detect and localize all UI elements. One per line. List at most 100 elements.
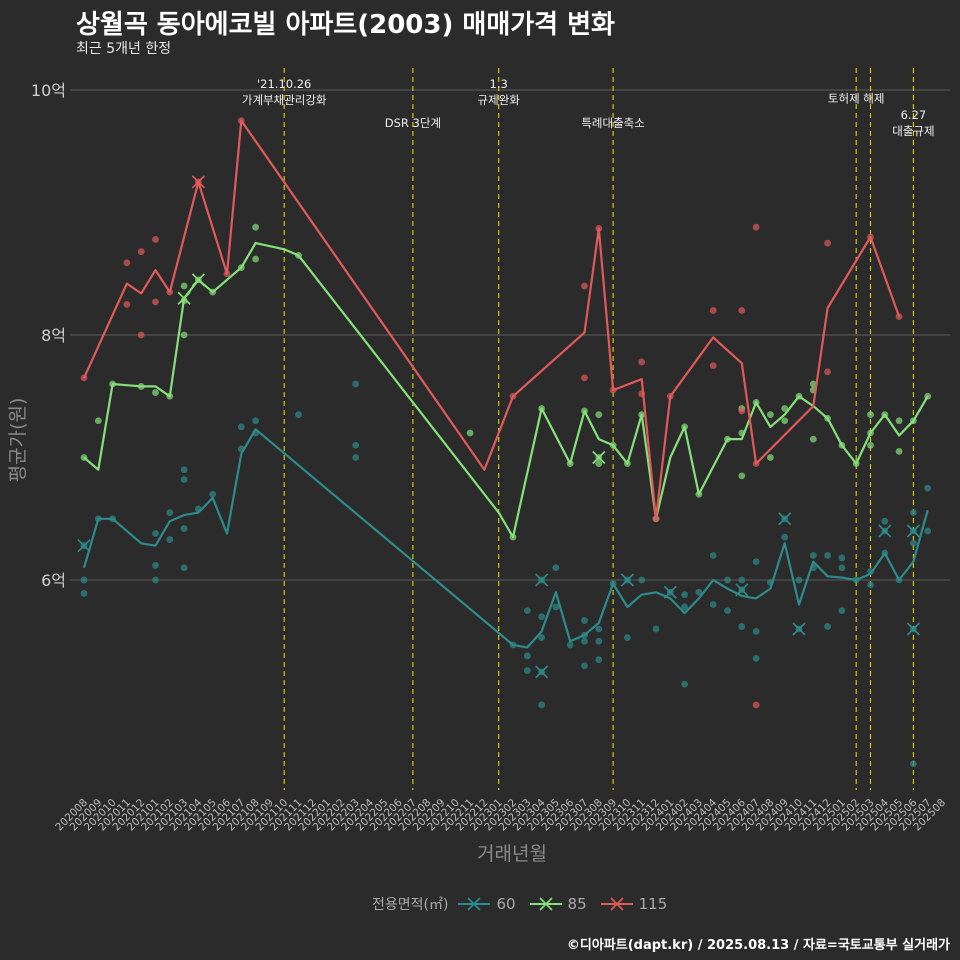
data-point: [881, 517, 889, 525]
legend-title: 전용면적(㎡): [372, 897, 449, 913]
cross-marker: [592, 450, 606, 465]
x-axis-title: 거래년월: [477, 843, 547, 865]
data-point: [352, 380, 360, 388]
data-point: [152, 530, 159, 537]
series-60: [77, 380, 932, 768]
data-point: [123, 259, 131, 267]
event-label: '21.10.26: [257, 77, 311, 91]
data-point: [709, 307, 717, 314]
data-point: [595, 411, 603, 419]
data-point: [638, 576, 646, 584]
data-point: [352, 454, 360, 461]
data-point: [152, 389, 159, 396]
cross-marker: [191, 175, 205, 189]
data-point: [895, 417, 903, 425]
series-layer: [77, 117, 932, 768]
data-point: [152, 236, 159, 243]
data-point: [724, 576, 731, 584]
data-point: [867, 411, 874, 419]
grid-layer: [70, 89, 950, 581]
source-caption: ©디아파트(dapt.kr) / 2025.08.13 / 자료=국토교통부 실…: [566, 938, 950, 953]
data-point: [709, 552, 717, 559]
data-point: [809, 435, 817, 443]
data-point: [752, 655, 760, 662]
cross-marker: [778, 512, 792, 526]
data-point: [523, 667, 531, 675]
data-point: [581, 662, 588, 670]
cross-marker: [191, 273, 205, 287]
data-point: [681, 680, 688, 688]
data-point: [180, 282, 188, 290]
data-point: [867, 441, 874, 449]
data-point: [94, 417, 102, 425]
y-axis-title: 평균가(원): [7, 398, 29, 483]
event-label: DSR 3단계: [385, 116, 441, 130]
data-point: [80, 576, 88, 584]
data-point: [709, 362, 717, 370]
data-point: [209, 490, 217, 498]
chart-subtitle: 최근 5개년 한정: [76, 41, 172, 57]
data-point: [910, 509, 917, 517]
data-point: [137, 331, 145, 339]
cross-marker: [535, 573, 549, 587]
cross-marker: [735, 583, 749, 597]
data-point: [752, 223, 760, 231]
data-point: [352, 441, 360, 449]
data-point: [910, 760, 917, 768]
data-point: [795, 576, 803, 584]
legend-label-85: 85: [567, 895, 587, 913]
legend-item-85: 85: [528, 894, 587, 914]
data-point: [538, 701, 545, 709]
data-point: [152, 298, 159, 306]
data-point: [809, 380, 817, 388]
data-point: [581, 617, 588, 624]
legend-label-115: 115: [638, 895, 668, 913]
event-label: 가계부채관리강화: [242, 93, 327, 107]
data-point: [910, 539, 917, 547]
data-point: [80, 590, 88, 597]
data-point: [738, 307, 746, 314]
data-point: [824, 368, 831, 376]
data-point: [838, 554, 846, 562]
data-point: [595, 656, 603, 664]
event-label: 특례대출축소: [581, 116, 644, 130]
data-point: [252, 417, 259, 425]
data-point: [523, 607, 531, 615]
event-label: 1.3: [490, 77, 508, 91]
data-point: [652, 625, 660, 633]
data-point: [180, 476, 188, 483]
data-point: [538, 634, 545, 641]
data-point: [709, 601, 717, 608]
legend-item-115: 115: [599, 894, 668, 914]
data-point: [581, 282, 588, 290]
data-point: [538, 613, 545, 621]
series-85: [80, 223, 932, 541]
axis-layer: 6억8억10억202008202009202010202011202012202…: [31, 81, 948, 833]
data-point: [924, 527, 932, 535]
data-point: [624, 634, 631, 641]
data-point: [738, 472, 746, 480]
data-point: [695, 588, 703, 596]
data-point: [166, 509, 174, 517]
data-point: [767, 411, 774, 419]
data-point: [781, 533, 789, 541]
cross-marker: [177, 291, 191, 305]
data-point: [752, 628, 760, 635]
data-point: [824, 239, 831, 247]
data-point: [180, 564, 188, 572]
data-point: [838, 564, 846, 572]
data-point: [252, 255, 259, 263]
legend: 전용면적(㎡) 60 85 115: [372, 894, 679, 914]
event-label: 규제완화: [478, 93, 521, 107]
data-point: [781, 417, 789, 425]
legend-label-60: 60: [496, 895, 516, 913]
data-point: [752, 558, 760, 566]
cross-marker: [792, 622, 806, 636]
legend-swatch-60: [458, 897, 491, 911]
data-point: [466, 429, 474, 437]
cross-marker: [77, 539, 91, 553]
data-point: [895, 447, 903, 455]
data-point: [681, 591, 688, 599]
